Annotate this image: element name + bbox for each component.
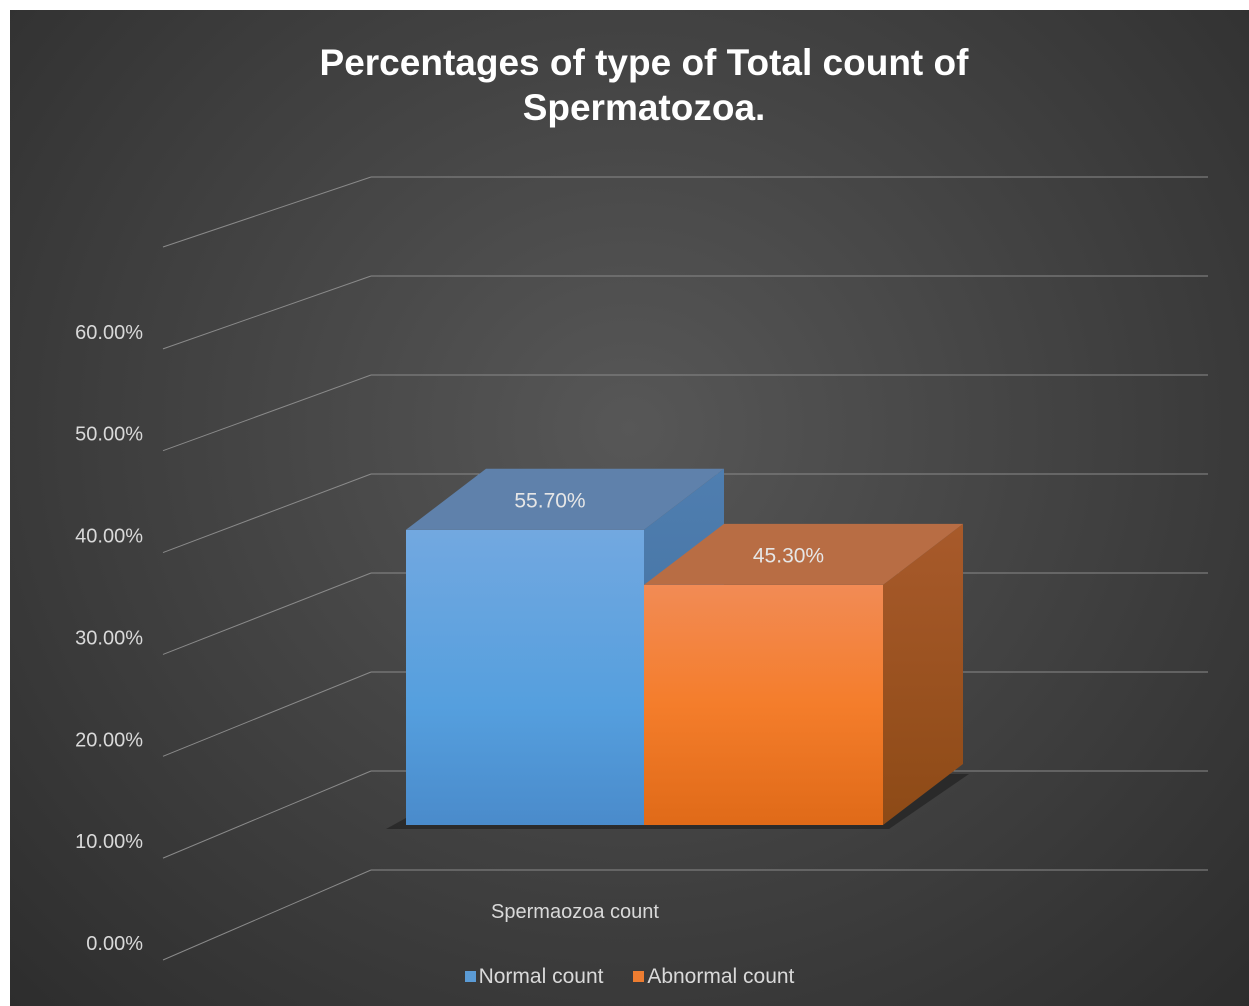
legend-label-normal: Normal count (478, 965, 604, 988)
gridline-side (162, 275, 372, 350)
gridline-side (162, 671, 372, 757)
legend-item-normal: Normal count (464, 965, 604, 989)
legend-item-abnormal: Abnormal count (633, 965, 794, 989)
gridline-side (162, 770, 372, 859)
legend-label-abnormal: Abnormal count (647, 965, 795, 988)
y-tick-label: 50.00% (75, 424, 143, 446)
data-label-abnormal: 45.30% (753, 544, 824, 567)
legend-swatch-normal (464, 971, 476, 982)
chart-title: Percentages of type of Total count of Sp… (10, 40, 1249, 130)
y-tick-label: 0.00% (86, 933, 143, 955)
data-label-normal: 55.70% (514, 489, 585, 512)
y-tick-label: 40.00% (75, 526, 143, 548)
chart-frame: Percentages of type of Total count of Sp… (10, 10, 1249, 1006)
legend-swatch-abnormal (633, 971, 645, 982)
x-category-label: Spermaozoa count (491, 901, 659, 923)
bar-abnormal (644, 584, 883, 825)
gridline-side (162, 473, 372, 554)
bar-top-abnormal (644, 523, 963, 585)
gridline-side (162, 176, 372, 248)
bar-normal (406, 529, 644, 825)
y-tick-label: 60.00% (75, 322, 143, 344)
chart-plot: 0.00% 10.00% 20.00% 30.00% 40.00% 50.00% 60.00… (75, 176, 1208, 961)
bar-side-abnormal (883, 523, 963, 825)
gridline-side (162, 869, 372, 961)
y-tick-label: 30.00% (75, 627, 143, 649)
y-tick-label: 20.00% (75, 729, 143, 751)
y-tick-label: 10.00% (75, 831, 143, 853)
chart-legend: Normal count Abnormal count (10, 965, 1249, 989)
chart-title-line-2: Spermatozoa. (522, 87, 766, 128)
gridline-side (162, 374, 372, 452)
gridline-side (162, 572, 372, 655)
bar-top-normal (406, 468, 724, 530)
chart-title-line-1: Percentages of type of Total count of (319, 42, 969, 83)
